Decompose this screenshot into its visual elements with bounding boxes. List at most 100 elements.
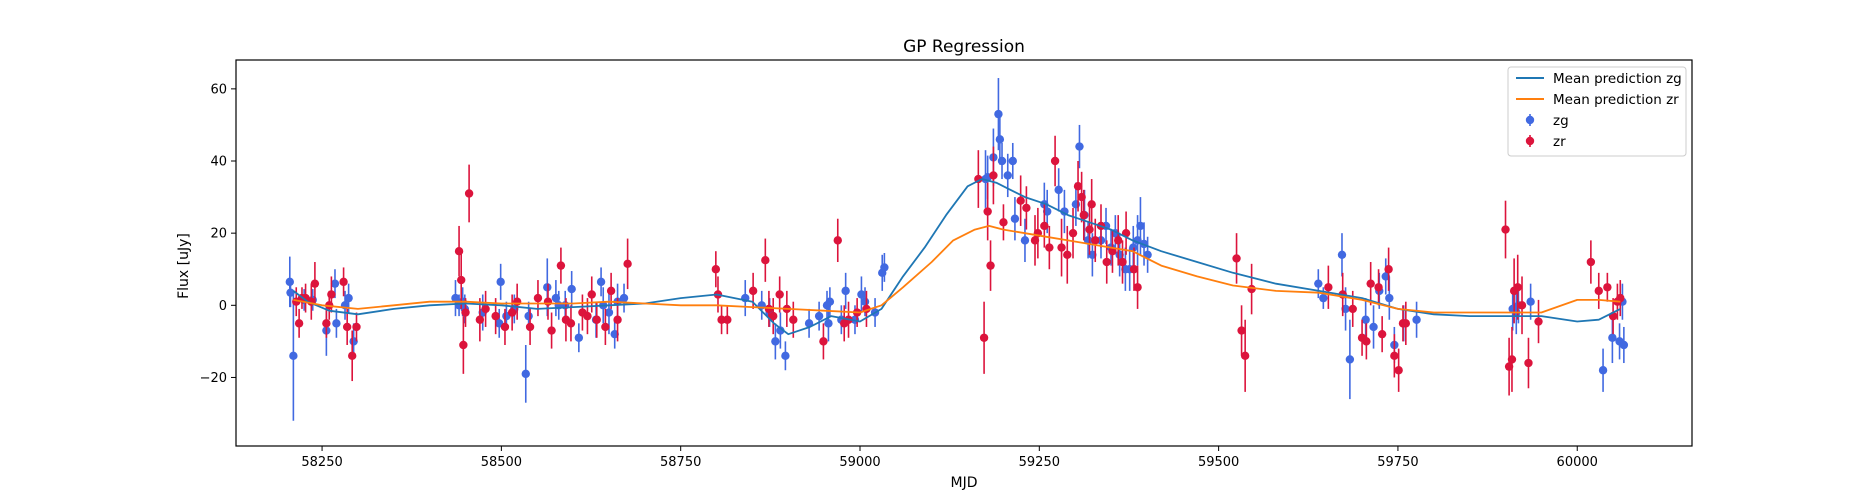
- zr-point: [461, 308, 470, 317]
- zr-point: [339, 277, 348, 287]
- zr-point: [322, 319, 331, 328]
- zg-point: [574, 333, 584, 342]
- zr-point: [347, 351, 357, 361]
- y-tick-label: 20: [210, 227, 227, 242]
- x-tick-label: 58250: [301, 455, 342, 470]
- zr-point: [1079, 210, 1088, 220]
- zg-point: [1361, 315, 1370, 324]
- zr-point: [989, 171, 998, 180]
- zg-point: [1619, 340, 1629, 350]
- zg-point: [776, 326, 785, 335]
- zg-point: [1136, 221, 1145, 231]
- zg-point: [330, 279, 340, 288]
- zr-point: [1016, 196, 1025, 205]
- zg-point: [344, 293, 353, 303]
- zr-point: [769, 311, 778, 321]
- zg-point: [1020, 236, 1030, 245]
- zg-point: [521, 369, 530, 379]
- zr-point: [979, 333, 989, 342]
- zr-point: [1133, 283, 1142, 292]
- y-tick-label: 0: [219, 299, 227, 314]
- plot-series-group: [285, 78, 1629, 421]
- zr-point: [459, 340, 468, 350]
- zr-mean-line: [293, 224, 1621, 314]
- legend-label: Mean prediction zr: [1553, 92, 1679, 108]
- zr-point: [1118, 257, 1127, 267]
- zg-point: [332, 319, 341, 328]
- zr-point: [1401, 319, 1411, 328]
- zr-point: [761, 256, 770, 265]
- zr-point: [1040, 221, 1049, 231]
- zr-point: [294, 319, 304, 328]
- zg-mean-line: [292, 178, 1621, 336]
- zg-point: [814, 311, 824, 321]
- legend-marker-swatch: [1525, 115, 1535, 125]
- zr-point: [1534, 317, 1543, 326]
- zr-point: [1237, 326, 1246, 335]
- legend: Mean prediction zg Mean prediction zr zg zr: [1507, 66, 1687, 157]
- zg-point: [1412, 315, 1421, 324]
- x-tick-label: 59500: [1198, 455, 1239, 470]
- zr-point: [1348, 304, 1357, 314]
- zr-point: [327, 290, 336, 299]
- zg-point: [1075, 142, 1084, 151]
- zg-point: [604, 308, 614, 317]
- zr-point: [507, 308, 517, 317]
- zg-point: [451, 293, 460, 303]
- zg-point: [289, 351, 298, 361]
- zr-point: [1384, 265, 1393, 274]
- zr-point: [592, 315, 601, 324]
- zr-point: [711, 265, 721, 274]
- zr-point: [1586, 257, 1596, 267]
- x-axis-label: MJD: [951, 475, 978, 491]
- zr-point: [1045, 243, 1054, 252]
- zg-point: [619, 293, 629, 303]
- zr-point: [1068, 228, 1078, 238]
- zr-point: [819, 337, 828, 346]
- zr-point: [606, 286, 616, 296]
- zr-point: [1114, 236, 1123, 245]
- zr-point: [500, 322, 510, 332]
- zr-point: [1022, 203, 1031, 213]
- zr-point: [1324, 283, 1333, 292]
- y-tick-label: 60: [210, 82, 227, 97]
- zr-point: [1594, 286, 1603, 296]
- legend-label: zr: [1553, 134, 1566, 150]
- zr-point: [512, 297, 522, 306]
- zr-point: [1087, 200, 1096, 209]
- zr-point: [1517, 301, 1527, 310]
- zr-point: [717, 315, 726, 324]
- zr-point: [1240, 351, 1250, 361]
- zg-point: [567, 284, 576, 294]
- zr-point: [775, 290, 784, 299]
- zr-point: [748, 286, 758, 296]
- zg-point: [1008, 156, 1017, 166]
- zr-point: [1374, 283, 1383, 292]
- zr-point: [481, 304, 490, 314]
- zg-point: [1314, 279, 1323, 288]
- zr-point: [310, 279, 320, 288]
- zr-point: [566, 319, 576, 328]
- zr-point: [352, 322, 361, 332]
- zr-point: [789, 315, 798, 324]
- zg-point: [1345, 355, 1355, 364]
- x-tick-label: 59750: [1377, 455, 1418, 470]
- zr-point: [1616, 293, 1625, 303]
- zg-point: [995, 135, 1005, 144]
- axes: 58250 58500 58750 59000 59250 59500 59750 60000…: [200, 82, 1598, 470]
- zr-point: [1513, 283, 1522, 292]
- zr-point: [583, 311, 592, 321]
- zg-point: [825, 297, 835, 306]
- zg-point: [1319, 293, 1328, 303]
- zg-point: [1608, 333, 1617, 342]
- zg-point: [1337, 250, 1347, 260]
- zr-point: [1063, 250, 1072, 260]
- zg-point: [880, 263, 889, 272]
- x-tick-label: 60000: [1557, 455, 1598, 470]
- zr-point: [999, 218, 1008, 227]
- zr-point: [723, 315, 732, 324]
- zr-point: [464, 189, 474, 198]
- zg-point: [496, 277, 505, 287]
- zg-point: [1003, 171, 1012, 180]
